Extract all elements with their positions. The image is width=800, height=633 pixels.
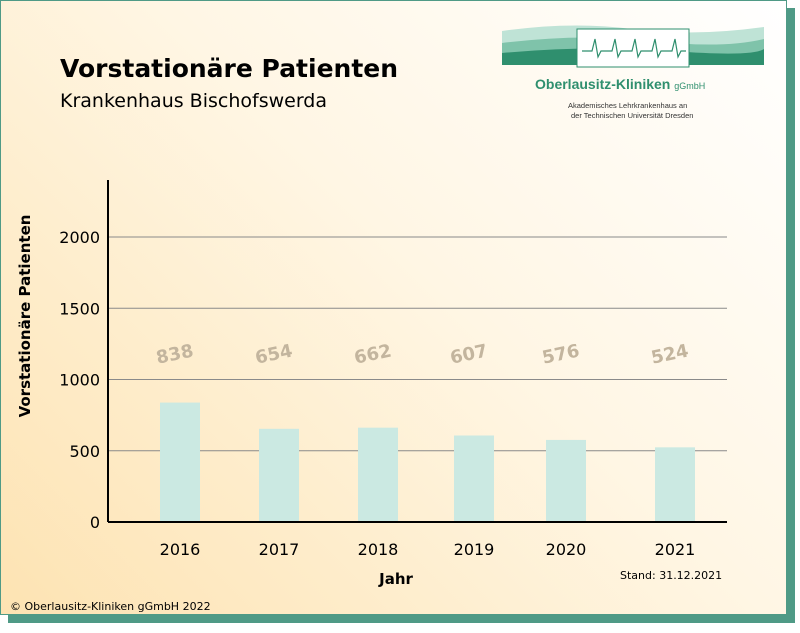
y-tick-label: 1500 (59, 299, 100, 318)
logo-tagline-2: der Technischen Universität Dresden (571, 111, 694, 120)
y-tick-label: 2000 (59, 228, 100, 247)
bar (358, 427, 398, 522)
chart-title: Vorstationäre Patienten (60, 54, 399, 83)
x-tick-label: 2018 (358, 540, 399, 559)
data-label: 524 (649, 340, 690, 368)
chart-subtitle: Krankenhaus Bischofswerda (60, 90, 328, 112)
logo-name: Oberlausitz-Kliniken gGmbH (535, 76, 706, 92)
y-tick-label: 500 (69, 442, 100, 461)
copyright: © Oberlausitz-Kliniken gGmbH 2022 (10, 600, 211, 613)
x-tick-label: 2017 (259, 540, 300, 559)
bar (546, 439, 586, 522)
x-axis-title: Jahr (378, 570, 413, 588)
stand-date: Stand: 31.12.2021 (620, 569, 723, 582)
x-tick-label: 2020 (546, 540, 587, 559)
data-label: 662 (352, 340, 393, 368)
y-axis-title: Vorstationäre Patienten (16, 215, 34, 418)
x-tick-label: 2019 (454, 540, 495, 559)
data-label: 576 (540, 340, 581, 368)
x-tick-label: 2021 (655, 540, 696, 559)
data-label: 838 (154, 340, 195, 368)
logo-graphic (502, 25, 764, 68)
bar (160, 402, 200, 522)
data-label: 654 (253, 340, 294, 368)
y-tick-label: 0 (90, 513, 100, 532)
logo-tagline-1: Akademisches Lehrkrankenhaus an (568, 101, 688, 110)
bar (259, 428, 299, 522)
bar (454, 435, 494, 522)
bar (655, 447, 695, 522)
data-label: 607 (448, 340, 489, 368)
y-tick-label: 1000 (59, 371, 100, 390)
x-tick-label: 2016 (160, 540, 201, 559)
